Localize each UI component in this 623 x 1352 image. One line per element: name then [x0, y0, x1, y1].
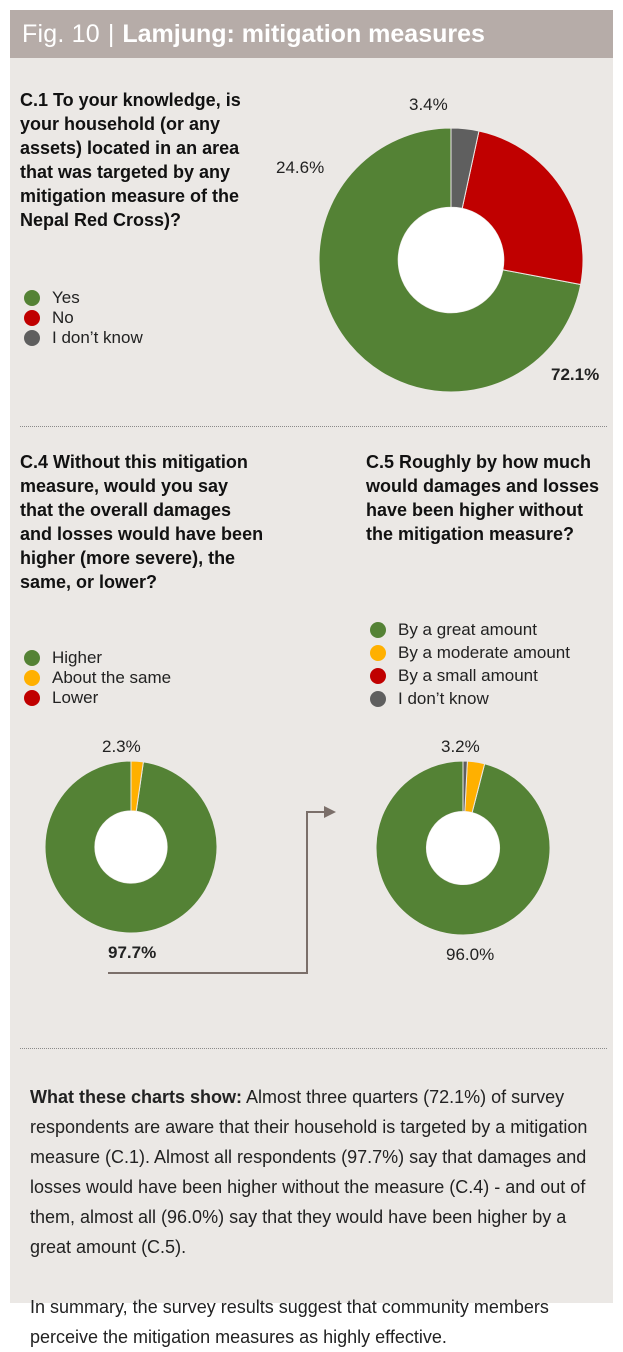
figure-header: Fig. 10 | Lamjung: mitigation measures [10, 10, 613, 58]
c1-legend-label: No [52, 308, 74, 327]
c5-legend-label: By a great amount [398, 619, 537, 639]
c5-legend-item: I don’t know [370, 687, 570, 710]
c1-legend-label: I don’t know [52, 328, 143, 347]
c5-legend-item: By a great amount [370, 618, 570, 641]
c5-legend-label: By a small amount [398, 665, 538, 685]
c4-legend-swatch-higher [24, 650, 40, 666]
summary-conclusion: In summary, the survey results suggest t… [30, 1297, 549, 1347]
summary-lead: What these charts show: [30, 1087, 243, 1107]
c4-question: C.4 Without this mitigation measure, wou… [20, 452, 264, 592]
c5-legend-swatch-small [370, 667, 386, 684]
c1-donut-chart [318, 127, 584, 393]
c5-legend-swatch-dont-know [370, 690, 386, 707]
c5-legend-swatch-great [370, 621, 386, 638]
c5-legend-label: I don’t know [398, 688, 489, 708]
c4-legend-item: Higher [24, 648, 171, 668]
c1-question: C.1 To your knowledge, is your household… [20, 90, 241, 230]
c5-legend-item: By a moderate amount [370, 641, 570, 664]
c4-legend-label: Higher [52, 648, 103, 667]
connector-arrow [108, 806, 336, 974]
c5-donut-chart [375, 760, 551, 936]
c4-legend: Higher About the same Lower [24, 648, 171, 708]
header-separator: | [107, 19, 115, 48]
c4-legend-item: Lower [24, 688, 171, 708]
c4-legend-swatch-lower [24, 690, 40, 706]
summary-body: Almost three quarters (72.1%) of survey … [30, 1087, 588, 1257]
c1-label-dont-know: 3.4% [409, 95, 448, 114]
c4-donut-hole [94, 810, 168, 884]
section-divider [20, 426, 607, 427]
c4-legend-item: About the same [24, 668, 171, 688]
c4-donut-chart [44, 760, 218, 934]
c5-legend-swatch-moderate [370, 644, 386, 661]
c1-legend-swatch-no [24, 310, 40, 326]
c1-legend-swatch-yes [24, 290, 40, 306]
figure-title: Lamjung: mitigation measures [122, 19, 485, 48]
summary-text: What these charts show: Almost three qua… [30, 1082, 600, 1352]
section-divider [20, 1048, 607, 1049]
c1-legend-swatch-dont-know [24, 330, 40, 346]
c4-legend-swatch-same [24, 670, 40, 686]
c1-donut-hole [398, 207, 504, 313]
c5-legend-item: By a small amount [370, 664, 570, 687]
c5-label-great: 96.0% [446, 945, 495, 964]
c5-donut-hole [426, 811, 500, 885]
c1-legend-item: No [24, 308, 143, 328]
figure-number: Fig. 10 [22, 19, 100, 48]
c4-label-higher: 97.7% [108, 943, 157, 962]
summary-paragraph: What these charts show: Almost three qua… [30, 1082, 600, 1262]
c1-legend-label: Yes [52, 288, 80, 307]
c1-legend: Yes No I don’t know [24, 288, 143, 348]
c4-legend-label: About the same [52, 668, 172, 687]
c4-legend-label: Lower [52, 688, 99, 707]
c1-legend-item: Yes [24, 288, 143, 308]
c1-label-no: 24.6% [276, 158, 325, 177]
c4-label-same: 2.3% [102, 737, 141, 756]
c5-question: C.5 Roughly by how much would damages an… [366, 452, 600, 544]
c5-label-moderate: 3.2% [441, 737, 480, 756]
c5-legend: By a great amount By a moderate amount B… [370, 618, 570, 710]
c1-legend-item: I don’t know [24, 328, 143, 348]
c1-label-yes: 72.1% [551, 365, 600, 384]
c5-legend-label: By a moderate amount [398, 642, 570, 662]
